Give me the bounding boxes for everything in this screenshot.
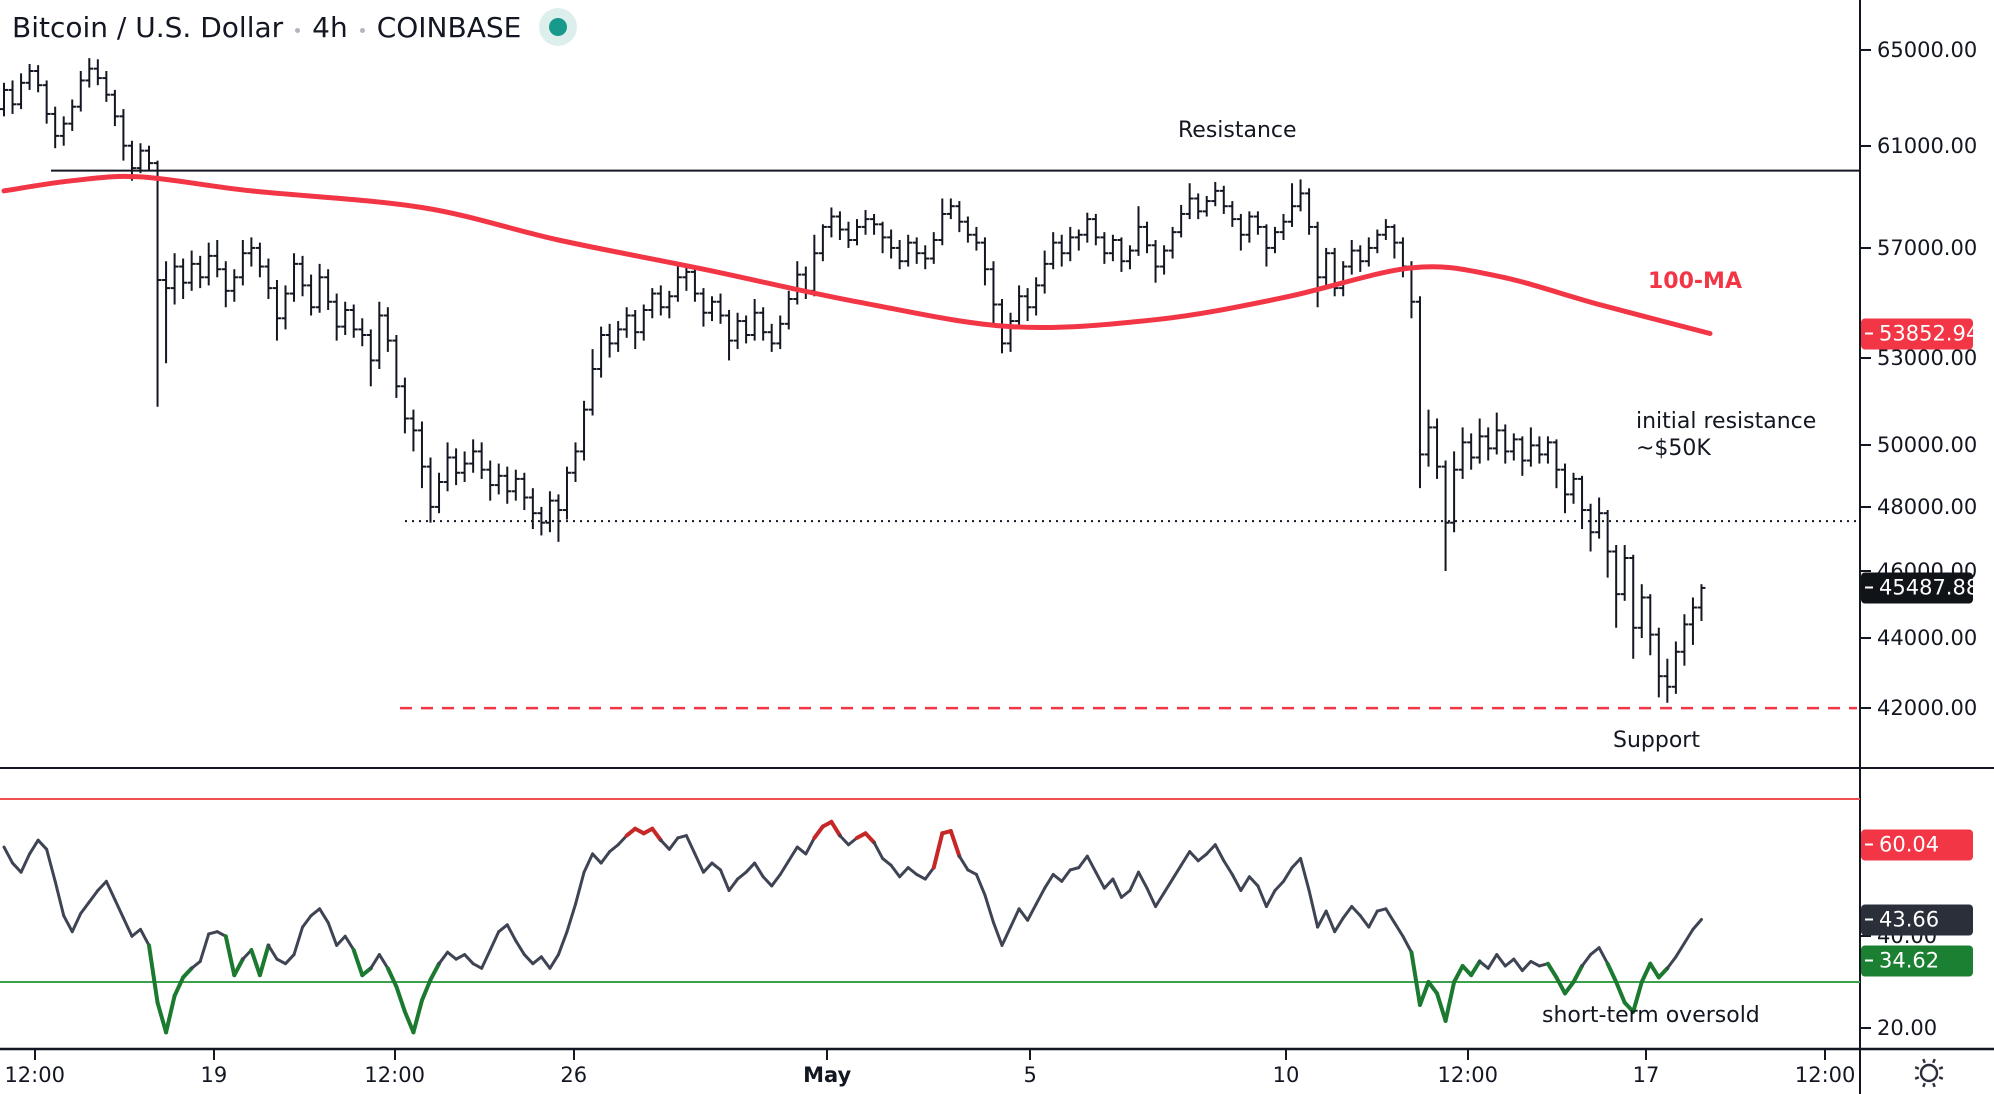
time-tick-mark bbox=[33, 1049, 36, 1060]
price-tick-label: 50000.00 bbox=[1877, 433, 1978, 458]
time-tick-label: 17 bbox=[1632, 1063, 1660, 1087]
support-annotation: Support bbox=[1613, 728, 1700, 753]
time-tick-label: 12:00 bbox=[364, 1063, 425, 1087]
time-tick-mark bbox=[826, 1049, 829, 1060]
rsi-tick-mark bbox=[1860, 1026, 1871, 1029]
title-separator-dot bbox=[359, 27, 365, 33]
time-tick-mark bbox=[212, 1049, 215, 1060]
price-tick-mark bbox=[1860, 356, 1871, 359]
oversold-annotation: short-term oversold bbox=[1542, 1003, 1760, 1028]
time-tick-label: 12:00 bbox=[4, 1063, 65, 1087]
chart-title: Bitcoin / U.S. Dollar 4h COINBASE bbox=[12, 8, 578, 46]
label-value: 45487.88 bbox=[1879, 575, 1980, 600]
label-tick-dash bbox=[1865, 959, 1873, 962]
rsi-tick-mark bbox=[1860, 935, 1871, 938]
rsi-value-label-0: 60.04 bbox=[1861, 829, 1973, 861]
price-tick-mark bbox=[1860, 637, 1871, 640]
settings-gear-icon[interactable] bbox=[1914, 1058, 1944, 1088]
price-tick-mark bbox=[1860, 570, 1871, 573]
price-tick-label: 53000.00 bbox=[1877, 345, 1978, 370]
label-value: 60.04 bbox=[1879, 832, 1940, 857]
exchange-label[interactable]: COINBASE bbox=[376, 10, 522, 44]
price-tick-mark bbox=[1860, 246, 1871, 249]
time-tick-mark bbox=[572, 1049, 575, 1060]
price-tick-mark bbox=[1860, 444, 1871, 447]
time-tick-label: 26 bbox=[560, 1063, 588, 1087]
label-tick-dash bbox=[1865, 843, 1873, 846]
price-tick-label: 44000.00 bbox=[1877, 626, 1978, 651]
price-tick-label: 57000.00 bbox=[1877, 235, 1978, 260]
time-tick-label: May bbox=[803, 1063, 852, 1087]
time-tick-label: 12:00 bbox=[1794, 1063, 1856, 1087]
rsi-value-label-2: 34.62 bbox=[1861, 945, 1973, 977]
time-tick-label: 12:00 bbox=[1437, 1063, 1498, 1087]
time-tick-label: 19 bbox=[200, 1063, 228, 1087]
time-tick-mark bbox=[1466, 1049, 1469, 1060]
rsi-tick-label: 20.00 bbox=[1877, 1015, 1938, 1040]
price-tick-label: 65000.00 bbox=[1877, 38, 1978, 62]
label-tick-dash bbox=[1865, 586, 1873, 589]
price-tick-label: 42000.00 bbox=[1877, 696, 1978, 721]
time-tick-label: 10 bbox=[1272, 1063, 1300, 1087]
ma-line-label: 100-MA bbox=[1648, 269, 1742, 294]
time-tick-mark bbox=[1029, 1049, 1032, 1060]
last-price-label: 45487.88 bbox=[1861, 572, 1979, 604]
label-value: 53852.94 bbox=[1879, 321, 1980, 346]
market-status-icon bbox=[539, 8, 578, 46]
level-lines[interactable] bbox=[51, 169, 1860, 710]
price-tick-mark bbox=[1860, 144, 1871, 147]
label-tick-dash bbox=[1865, 918, 1873, 921]
interval-label[interactable]: 4h bbox=[312, 10, 348, 44]
time-tick-label: 5 bbox=[1023, 1063, 1037, 1087]
symbol-name[interactable]: Bitcoin / U.S. Dollar bbox=[12, 10, 284, 44]
price-tick-label: 48000.00 bbox=[1877, 494, 1978, 519]
label-value: 43.66 bbox=[1879, 907, 1940, 932]
time-tick-mark bbox=[1285, 1049, 1288, 1060]
price-tick-mark bbox=[1860, 505, 1871, 508]
rsi-panel bbox=[0, 798, 1860, 1035]
label-tick-dash bbox=[1865, 332, 1873, 335]
price-tick-mark bbox=[1860, 49, 1871, 51]
price-tick-label: 61000.00 bbox=[1877, 133, 1978, 158]
resistance-annotation: Resistance bbox=[1178, 118, 1297, 143]
ohlc-bar-series bbox=[0, 58, 1706, 703]
label-value: 34.62 bbox=[1879, 948, 1940, 973]
ma-100-line bbox=[1, 173, 1713, 336]
ma-value-label: 53852.94 bbox=[1861, 318, 1979, 349]
time-tick-mark bbox=[1645, 1049, 1648, 1060]
rsi-value-label-1: 43.66 bbox=[1861, 904, 1973, 935]
time-tick-mark bbox=[393, 1049, 396, 1060]
time-tick-mark bbox=[1824, 1049, 1827, 1060]
title-separator-dot bbox=[295, 27, 301, 33]
price-tick-mark bbox=[1860, 707, 1871, 710]
initial-resistance-annotation: initial resistance ~$50K bbox=[1636, 409, 1817, 461]
